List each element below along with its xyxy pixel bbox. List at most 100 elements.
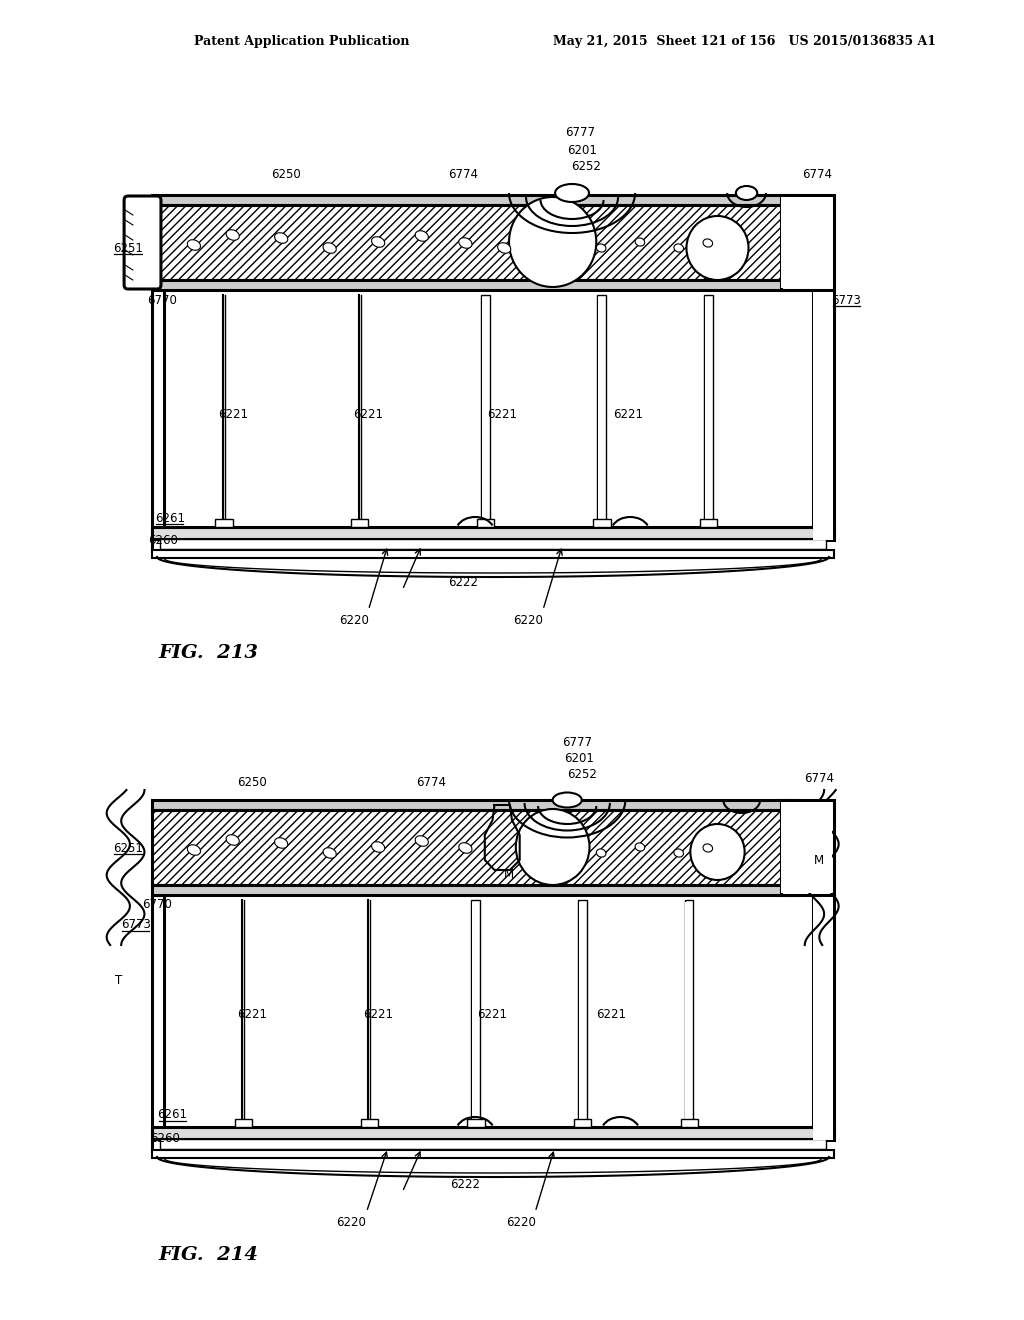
Ellipse shape: [596, 849, 606, 857]
Bar: [215, 519, 232, 527]
Bar: [812, 290, 834, 540]
Bar: [578, 900, 587, 1127]
Bar: [703, 294, 713, 527]
Text: 6222: 6222: [451, 1179, 480, 1192]
Text: 6250: 6250: [238, 776, 267, 788]
Bar: [153, 810, 795, 884]
Bar: [153, 205, 795, 280]
Ellipse shape: [274, 838, 288, 849]
Text: 6773: 6773: [121, 919, 151, 932]
Bar: [681, 1119, 698, 1127]
Circle shape: [686, 216, 749, 280]
Ellipse shape: [323, 847, 336, 858]
Bar: [153, 800, 795, 810]
Bar: [153, 1127, 834, 1139]
Text: T: T: [115, 974, 122, 986]
Bar: [684, 900, 693, 1127]
Text: 6250: 6250: [271, 169, 301, 181]
Bar: [705, 297, 712, 525]
Ellipse shape: [415, 231, 428, 242]
Text: 6221: 6221: [487, 408, 517, 421]
Bar: [579, 902, 586, 1125]
Ellipse shape: [703, 239, 713, 247]
Text: 6774: 6774: [803, 169, 833, 181]
Ellipse shape: [674, 244, 683, 252]
Text: 6201: 6201: [567, 144, 597, 157]
Text: 6220: 6220: [336, 1216, 366, 1229]
Bar: [153, 195, 795, 205]
Ellipse shape: [555, 183, 589, 202]
Bar: [780, 195, 834, 290]
Bar: [153, 527, 834, 539]
Text: 6261: 6261: [155, 511, 184, 524]
Text: 6222: 6222: [449, 576, 478, 589]
Text: 6774: 6774: [449, 169, 478, 181]
Ellipse shape: [459, 842, 472, 853]
Text: 6777: 6777: [562, 735, 592, 748]
Ellipse shape: [226, 834, 240, 845]
Bar: [160, 1139, 826, 1148]
Text: 6220: 6220: [513, 614, 544, 627]
Bar: [153, 290, 164, 554]
Ellipse shape: [635, 843, 645, 851]
Text: May 21, 2015  Sheet 121 of 156   US 2015/0136835 A1: May 21, 2015 Sheet 121 of 156 US 2015/01…: [553, 36, 936, 49]
Bar: [472, 902, 479, 1125]
Bar: [467, 1119, 484, 1127]
Bar: [153, 1150, 834, 1158]
Bar: [700, 519, 718, 527]
Text: 6260: 6260: [150, 1131, 180, 1144]
Text: 6252: 6252: [567, 767, 597, 780]
Text: 6774: 6774: [804, 771, 835, 784]
Bar: [812, 895, 834, 1140]
Circle shape: [690, 824, 744, 880]
Bar: [153, 205, 795, 280]
Text: M: M: [814, 854, 824, 866]
Text: FIG.  213: FIG. 213: [158, 644, 258, 663]
Text: Patent Application Publication: Patent Application Publication: [194, 36, 410, 49]
Text: 6221: 6221: [596, 1008, 626, 1022]
Ellipse shape: [498, 243, 511, 253]
Text: 6221: 6221: [238, 1008, 267, 1022]
Bar: [153, 550, 834, 558]
Text: 6252: 6252: [570, 160, 600, 173]
Ellipse shape: [596, 244, 606, 252]
Bar: [234, 1119, 252, 1127]
Bar: [813, 292, 833, 540]
Text: 6221: 6221: [353, 408, 383, 421]
Bar: [597, 294, 606, 527]
Ellipse shape: [323, 243, 336, 253]
Ellipse shape: [459, 238, 472, 248]
Bar: [360, 1119, 378, 1127]
Bar: [780, 800, 834, 895]
Bar: [351, 519, 369, 527]
Circle shape: [509, 197, 596, 286]
Bar: [160, 539, 826, 549]
Ellipse shape: [635, 238, 645, 246]
FancyBboxPatch shape: [124, 195, 161, 289]
Bar: [482, 297, 488, 525]
Text: M: M: [504, 869, 514, 882]
Text: 6251: 6251: [113, 242, 143, 255]
Bar: [481, 294, 489, 527]
Text: 6770: 6770: [142, 899, 172, 912]
Bar: [685, 902, 692, 1125]
Ellipse shape: [703, 843, 713, 853]
Bar: [598, 297, 605, 525]
Ellipse shape: [187, 845, 201, 855]
Ellipse shape: [274, 232, 288, 243]
Text: 6777: 6777: [565, 127, 595, 140]
Bar: [593, 519, 611, 527]
Text: 6773: 6773: [831, 293, 861, 306]
Bar: [813, 898, 833, 1140]
Bar: [153, 810, 795, 884]
Ellipse shape: [372, 236, 385, 247]
Bar: [781, 803, 831, 894]
Bar: [153, 280, 795, 290]
Text: 6201: 6201: [564, 751, 594, 764]
Circle shape: [516, 809, 590, 884]
Text: 6261: 6261: [158, 1109, 187, 1122]
Ellipse shape: [674, 849, 683, 857]
Bar: [574, 1119, 592, 1127]
Text: 6260: 6260: [147, 533, 178, 546]
Bar: [477, 519, 495, 527]
